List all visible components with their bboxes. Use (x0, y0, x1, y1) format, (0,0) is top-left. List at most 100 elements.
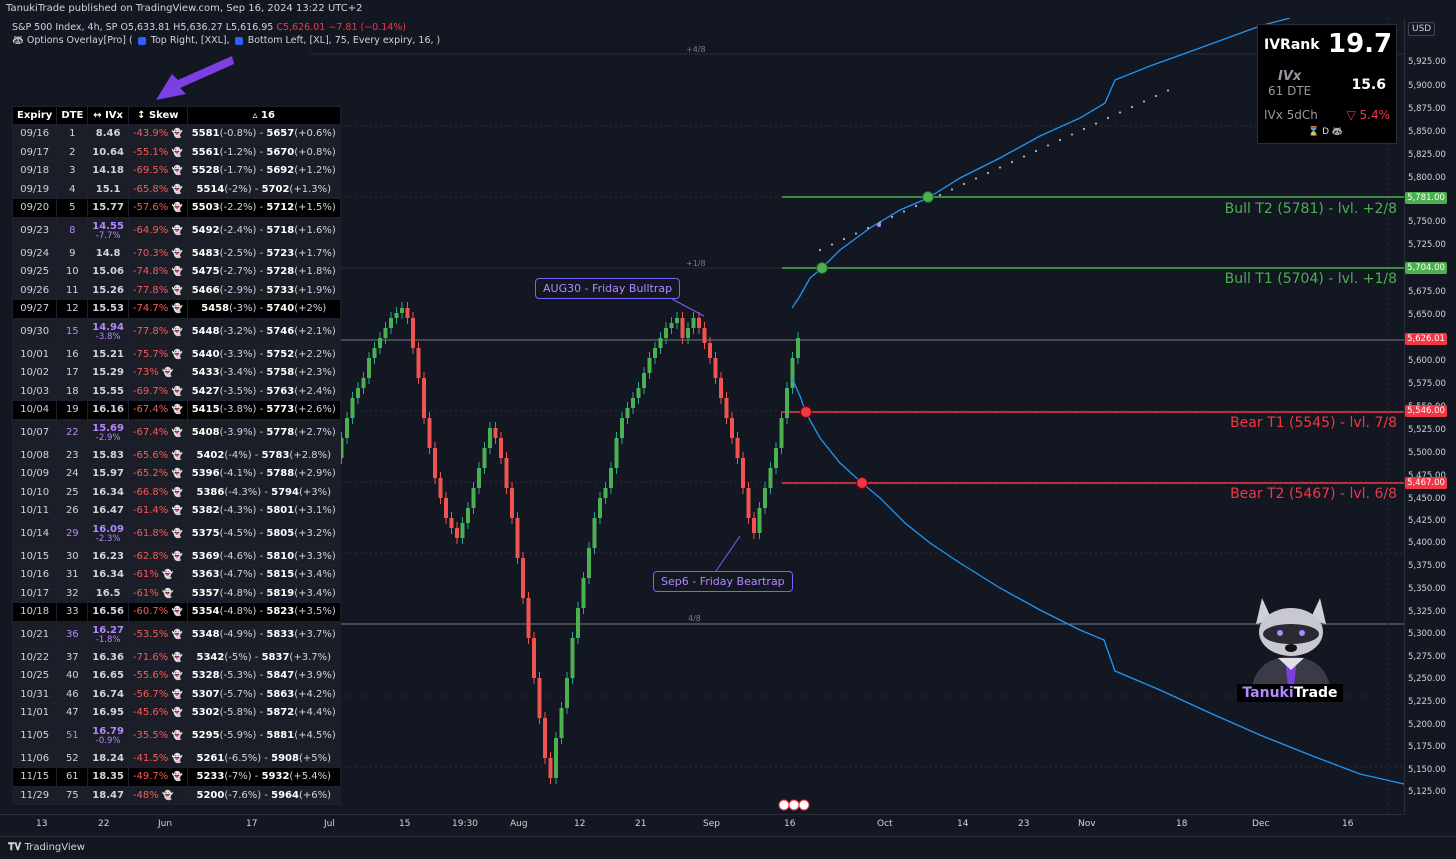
time-tick: Oct (877, 819, 893, 829)
ivx-value: 16.34 (92, 486, 124, 498)
ivx-change: -2.3% (95, 533, 121, 544)
time-tick: Dec (1252, 819, 1270, 829)
delta-high: 5728 (266, 266, 295, 278)
cell-expiry: 11/06 (11, 748, 58, 768)
ghost-icon: 👻 (171, 731, 183, 741)
bear-t1-label: Bear T1 (5545) - lvl. 7/8 (1230, 415, 1397, 431)
currency-label[interactable]: USD (1408, 22, 1436, 36)
projection-dot (914, 204, 918, 208)
cell-skew: -74.7% 👻 (127, 299, 188, 319)
ivx-value: 15.69 (92, 422, 124, 434)
price-tick: 5,450.00 (1408, 494, 1446, 504)
delta-high-pct: (+2.4%) (294, 385, 336, 397)
price-chart[interactable] (0, 18, 1404, 814)
delta-high-pct: (+3.2%) (294, 528, 336, 539)
checkbox-icon[interactable] (137, 36, 146, 45)
delta-high: 5863 (266, 688, 295, 700)
projection-dot (1106, 116, 1110, 120)
delta-low: 5328 (191, 670, 220, 682)
cell-ivx: 16.16 (87, 400, 129, 420)
delta-high: 5908 (271, 752, 299, 764)
ivx-value: 15.29 (92, 367, 124, 379)
skew-value: -62.8% (132, 550, 169, 562)
cell-ivx: 16.74 (87, 684, 129, 704)
table-row: 11/01 47 16.95 -45.6% 👻 5302(-5.8%) - 5872(+… (11, 703, 341, 723)
candle-body (625, 408, 630, 418)
price-tick: 5,525.00 (1408, 425, 1446, 435)
projection-dot (1022, 155, 1026, 158)
delta-high: 5702 (261, 183, 290, 195)
indicator-legend[interactable]: 🦝 Options Overlay[Pro] ( Top Right, [XXL… (12, 35, 440, 46)
ivx-value: 15.97 (92, 468, 124, 480)
candle-body (719, 378, 723, 398)
candle-body (433, 448, 437, 478)
symbol-legend[interactable]: S&P 500 Index, 4h, SP O5,633.81 H5,636.2… (12, 22, 406, 33)
time-axis[interactable] (0, 814, 1404, 837)
cell-ivx: 16.5 (87, 583, 129, 603)
cell-skew: -65.8% 👻 (127, 179, 188, 199)
upper-expected-move-curve (791, 18, 1291, 309)
table-row: 09/18 3 14.18 -69.5% 👻 5528(-1.7%) - 5692(+1… (11, 161, 341, 181)
skew-value: -48% (132, 789, 159, 801)
cell-dte: 25 (56, 482, 89, 502)
skew-value: -61% (132, 569, 159, 581)
table-row: 10/15 30 16.23 -62.8% 👻 5369(-4.6%) - 5810(+… (11, 546, 341, 566)
cell-expiry: 10/25 (11, 666, 58, 686)
ghost-icon: 👻 (171, 671, 183, 682)
skew-value: -70.3% (132, 247, 169, 259)
cell-expiry: 09/18 (11, 161, 58, 181)
skew-value: -71.6% (132, 651, 169, 663)
delta-low-pct: (-1.2%) (219, 146, 257, 158)
price-tick: 5,425.00 (1408, 516, 1446, 526)
cell-skew: -70.3% 👻 (127, 243, 188, 263)
delta-low: 5514 (196, 183, 225, 195)
candle-body (416, 348, 421, 378)
ivx-value: 16.65 (92, 670, 124, 682)
checkbox-icon[interactable] (234, 36, 243, 45)
delta-high-pct: (+3%) (298, 486, 332, 498)
cell-dte: 36 (56, 620, 89, 649)
cell-skew: -43.9% 👻 (127, 124, 188, 144)
cell-expiry: 11/29 (11, 785, 58, 805)
candle-body (350, 398, 355, 418)
cell-expiry: 09/20 (11, 198, 58, 218)
delta-high-pct: (+2.2%) (294, 348, 336, 360)
ivx-value: 10.64 (92, 146, 124, 158)
delta-low: 5369 (191, 550, 220, 562)
candle-body (757, 508, 762, 533)
candle-body (686, 328, 690, 338)
candle-body (367, 358, 371, 378)
projection-dot (1058, 138, 1062, 142)
projection-dot (1166, 89, 1170, 92)
delta-high: 5794 (271, 486, 299, 498)
time-tick: 12 (574, 819, 586, 829)
cell-dte: 2 (56, 142, 89, 162)
time-tick: 22 (98, 819, 110, 829)
cell-skew: -61.8% 👻 (127, 519, 188, 548)
ivx-value: 18.24 (92, 752, 124, 764)
delta-low: 5483 (191, 247, 220, 259)
panel-icons: ⌛ D 🦝 (1308, 127, 1344, 137)
delta-high: 5657 (266, 128, 295, 140)
candle-body (598, 498, 602, 518)
cell-delta: 5408(-3.9%) - 5778(+2.7%) (186, 418, 341, 447)
price-tick: 5,200.00 (1408, 720, 1446, 730)
delta-low-pct: (-0.8%) (219, 128, 257, 140)
cell-dte: 10 (56, 262, 89, 282)
table-row: 11/29 75 18.47 -48% 👻 5200(-7.6%) - 5964(+6%… (11, 785, 341, 805)
delta-low: 5386 (196, 486, 225, 498)
price-tick: 5,750.00 (1408, 217, 1446, 227)
table-row: 10/09 24 15.97 -65.2% 👻 5396(-4.1%) - 5788(+… (11, 464, 341, 484)
cell-delta: 5402(-4%) - 5783(+2.8%) (186, 445, 341, 465)
footer-bar: 𝐓𝐕 TradingView (0, 836, 1456, 858)
candle-body (372, 348, 377, 358)
cell-dte: 26 (56, 501, 89, 521)
ghost-icon: 👻 (171, 147, 183, 158)
cell-delta: 5475(-2.7%) - 5728(+1.8%) (186, 262, 341, 282)
delta-low-pct: (-3.4%) (219, 367, 257, 379)
price-tick: 5,350.00 (1408, 584, 1446, 594)
candle-body (592, 518, 597, 548)
delta-low: 5375 (191, 528, 220, 539)
options-table: Expiry DTE ↔ IVx ↕ Skew ▵ 16 09/16 1 8.46-… (11, 106, 341, 805)
delta-high: 5932 (261, 771, 290, 783)
